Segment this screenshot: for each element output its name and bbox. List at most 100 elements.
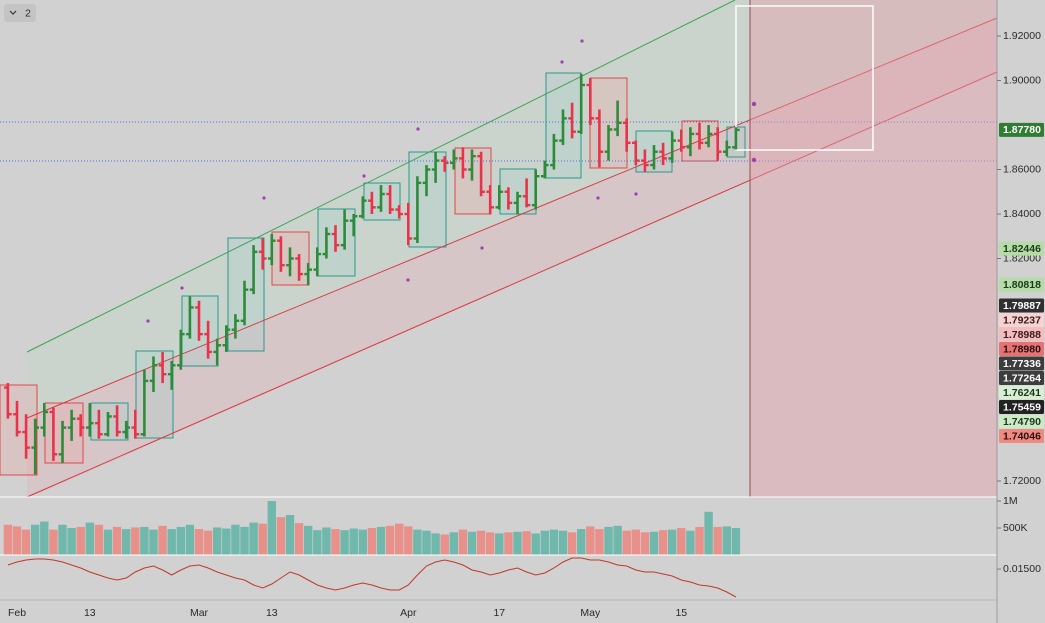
volume-bar xyxy=(567,532,577,555)
dot xyxy=(596,196,600,200)
volume-bar xyxy=(549,529,559,555)
price-tag xyxy=(999,429,1044,444)
price-tag xyxy=(999,327,1044,342)
price-tag xyxy=(999,400,1044,415)
volume-bar xyxy=(476,530,486,555)
volume-bar xyxy=(522,531,531,555)
volume-bar xyxy=(340,530,349,555)
dot xyxy=(362,174,366,178)
dot xyxy=(416,127,420,131)
volume-bar xyxy=(704,511,713,555)
price-tag-label: 1.77336 xyxy=(1003,358,1041,370)
volume-bar xyxy=(194,529,204,555)
volume-bar xyxy=(304,525,313,555)
price-tag-label: 1.75459 xyxy=(1003,401,1041,413)
volume-bar xyxy=(622,530,631,555)
collapse-button[interactable]: 2 xyxy=(4,4,36,22)
volume-bar xyxy=(613,525,622,555)
volume-bar xyxy=(249,522,258,555)
volume-bar xyxy=(513,531,522,555)
volume-bar xyxy=(94,524,104,555)
volume-bar xyxy=(31,524,40,555)
button-bg[interactable] xyxy=(4,4,36,22)
channel-top-line xyxy=(26,0,736,353)
price-tag xyxy=(999,313,1044,328)
volume-bar xyxy=(431,533,440,555)
volume-bar xyxy=(422,530,431,555)
volume-bar xyxy=(294,523,304,555)
volume-bar xyxy=(76,526,85,555)
volume-bar xyxy=(595,529,604,555)
volume-bar xyxy=(185,524,195,555)
dot xyxy=(180,286,184,290)
volume-bar xyxy=(404,526,413,555)
volume-bar xyxy=(677,527,686,555)
volume-bar xyxy=(349,528,358,555)
volume-bar xyxy=(722,526,731,555)
channel-low-line xyxy=(26,71,998,498)
channel-mid-line xyxy=(26,17,998,419)
volume-bar xyxy=(203,530,213,555)
volume-bar xyxy=(258,523,267,555)
volume-bar xyxy=(558,530,568,555)
volume-bar xyxy=(413,529,422,555)
volume-bar xyxy=(495,533,504,555)
volume-bar xyxy=(713,526,722,555)
price-tag-label: 1.79237 xyxy=(1003,314,1041,326)
volume-bar xyxy=(577,529,586,555)
volume-bar xyxy=(112,526,122,555)
price-tag-label: 1.74046 xyxy=(1003,430,1041,442)
dot xyxy=(560,60,564,64)
volume-bar xyxy=(176,526,185,555)
volume-bar xyxy=(458,529,468,555)
price-tag xyxy=(999,371,1044,386)
y-tick-label: 1M xyxy=(1003,495,1018,507)
volume-bar xyxy=(49,529,58,555)
volume-bar xyxy=(322,527,331,555)
x-tick-label: Feb xyxy=(8,607,26,619)
price-tag xyxy=(999,277,1044,292)
dot xyxy=(262,196,266,200)
volume-bar xyxy=(21,529,31,555)
volume-bar xyxy=(103,529,113,555)
volume-bar xyxy=(222,528,231,555)
volume-bar xyxy=(385,525,395,555)
price-tag xyxy=(999,122,1044,137)
volume-bar xyxy=(531,533,540,555)
volume-bar xyxy=(276,517,286,555)
chevron-icon xyxy=(9,10,17,15)
y-tick-label: 0.01500 xyxy=(1003,563,1041,575)
price-tag xyxy=(999,342,1044,357)
volume-bar xyxy=(240,526,249,555)
x-tick-label: 15 xyxy=(675,607,687,619)
price-tag-label: 1.80818 xyxy=(1003,279,1041,291)
price-tag xyxy=(999,385,1044,400)
x-tick-label: 13 xyxy=(266,607,278,619)
volume-bar xyxy=(686,530,695,555)
range-box xyxy=(90,402,129,441)
price-tag-label: 1.76241 xyxy=(1003,387,1041,399)
x-tick-label: Apr xyxy=(400,607,417,619)
y-tick-label: 1.92000 xyxy=(1003,30,1041,42)
target-box xyxy=(735,5,874,151)
channel-lower-fill xyxy=(27,18,997,497)
volume-bar xyxy=(376,526,386,555)
volume-bar xyxy=(604,526,613,555)
range-box xyxy=(0,384,38,476)
price-tag xyxy=(999,298,1044,313)
volume-bar xyxy=(140,526,149,555)
volume-bar xyxy=(486,532,495,555)
volume-bar xyxy=(131,527,140,555)
y-tick-label: 1.86000 xyxy=(1003,163,1041,175)
volume-bar xyxy=(267,500,276,555)
volume-bar xyxy=(213,527,222,555)
marker-dots xyxy=(146,39,757,323)
volume-bar xyxy=(540,530,549,555)
volume-bar xyxy=(58,524,67,555)
price-tag-label: 1.78988 xyxy=(1003,329,1041,341)
button-label: 2 xyxy=(25,7,31,19)
volume-bar xyxy=(668,529,677,555)
x-tick-label: Mar xyxy=(190,607,209,619)
